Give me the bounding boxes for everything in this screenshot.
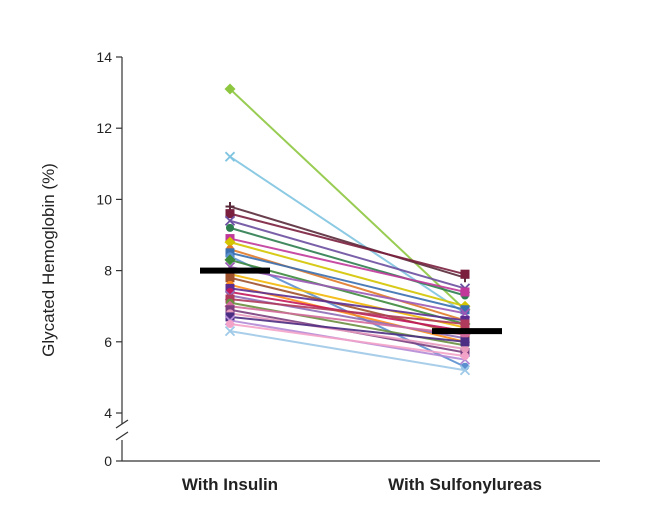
data-point xyxy=(460,337,470,347)
y-axis-title: Glycated Hemoglobin (%) xyxy=(39,163,58,357)
data-point-stroke xyxy=(224,151,236,162)
series-line xyxy=(229,212,466,276)
data-point xyxy=(460,269,470,279)
series-line xyxy=(229,219,466,290)
data-point xyxy=(225,312,235,322)
data-point xyxy=(225,209,235,219)
series-line xyxy=(229,323,466,358)
data-point xyxy=(460,287,470,297)
y-tick-label: 4 xyxy=(104,405,112,421)
series-line xyxy=(229,241,466,308)
y-tick-label: 0 xyxy=(104,453,112,469)
series-line xyxy=(229,251,466,311)
data-point xyxy=(461,352,469,361)
y-tick-label: 8 xyxy=(104,263,112,279)
data-point xyxy=(460,305,470,315)
data-point xyxy=(224,151,236,162)
data-point xyxy=(224,254,236,266)
data-point-stroke xyxy=(224,325,236,337)
y-tick-label: 14 xyxy=(96,49,112,65)
data-point xyxy=(224,83,236,95)
labels-layer: 0 4 6 8 10 12 14 With Insulin With Sulfonylureas xyxy=(96,49,541,494)
series-line xyxy=(229,226,466,297)
data-point xyxy=(226,320,234,328)
x-category-label: With Insulin xyxy=(182,475,278,494)
data-point xyxy=(224,236,236,248)
data-point xyxy=(459,365,471,376)
mean-bar xyxy=(432,328,502,335)
x-category-label: With Sulfonylureas xyxy=(388,475,542,494)
series-line xyxy=(229,330,466,372)
series-layer xyxy=(224,83,471,376)
data-point xyxy=(460,319,470,329)
series-line xyxy=(229,248,466,322)
series-line xyxy=(229,298,466,325)
series-line xyxy=(229,205,466,279)
chart-axes xyxy=(115,56,600,462)
series-4 xyxy=(225,209,470,279)
data-point xyxy=(225,273,235,283)
data-point xyxy=(461,344,469,353)
series-line xyxy=(229,273,466,329)
y-tick-label: 6 xyxy=(104,334,112,350)
axis-break-mark xyxy=(115,419,129,429)
series-line xyxy=(229,287,466,322)
axis-break-mark xyxy=(115,431,129,441)
series-line xyxy=(229,155,466,315)
y-tick-label: 10 xyxy=(96,191,112,207)
y-tick-label: 12 xyxy=(96,120,112,136)
data-point xyxy=(224,325,236,337)
series-25 xyxy=(225,312,470,347)
mean-layer xyxy=(200,267,502,335)
data-point xyxy=(224,215,236,226)
series-line xyxy=(229,305,466,336)
series-line xyxy=(229,237,466,293)
series-line xyxy=(229,88,466,311)
data-point-stroke xyxy=(224,215,236,226)
series-line xyxy=(229,266,466,315)
mean-bar xyxy=(200,267,270,274)
data-point-stroke xyxy=(459,365,471,376)
data-point xyxy=(226,223,234,232)
series-28 xyxy=(224,325,471,376)
series-line xyxy=(229,312,466,350)
series-27 xyxy=(226,320,469,361)
series-line xyxy=(229,315,466,343)
